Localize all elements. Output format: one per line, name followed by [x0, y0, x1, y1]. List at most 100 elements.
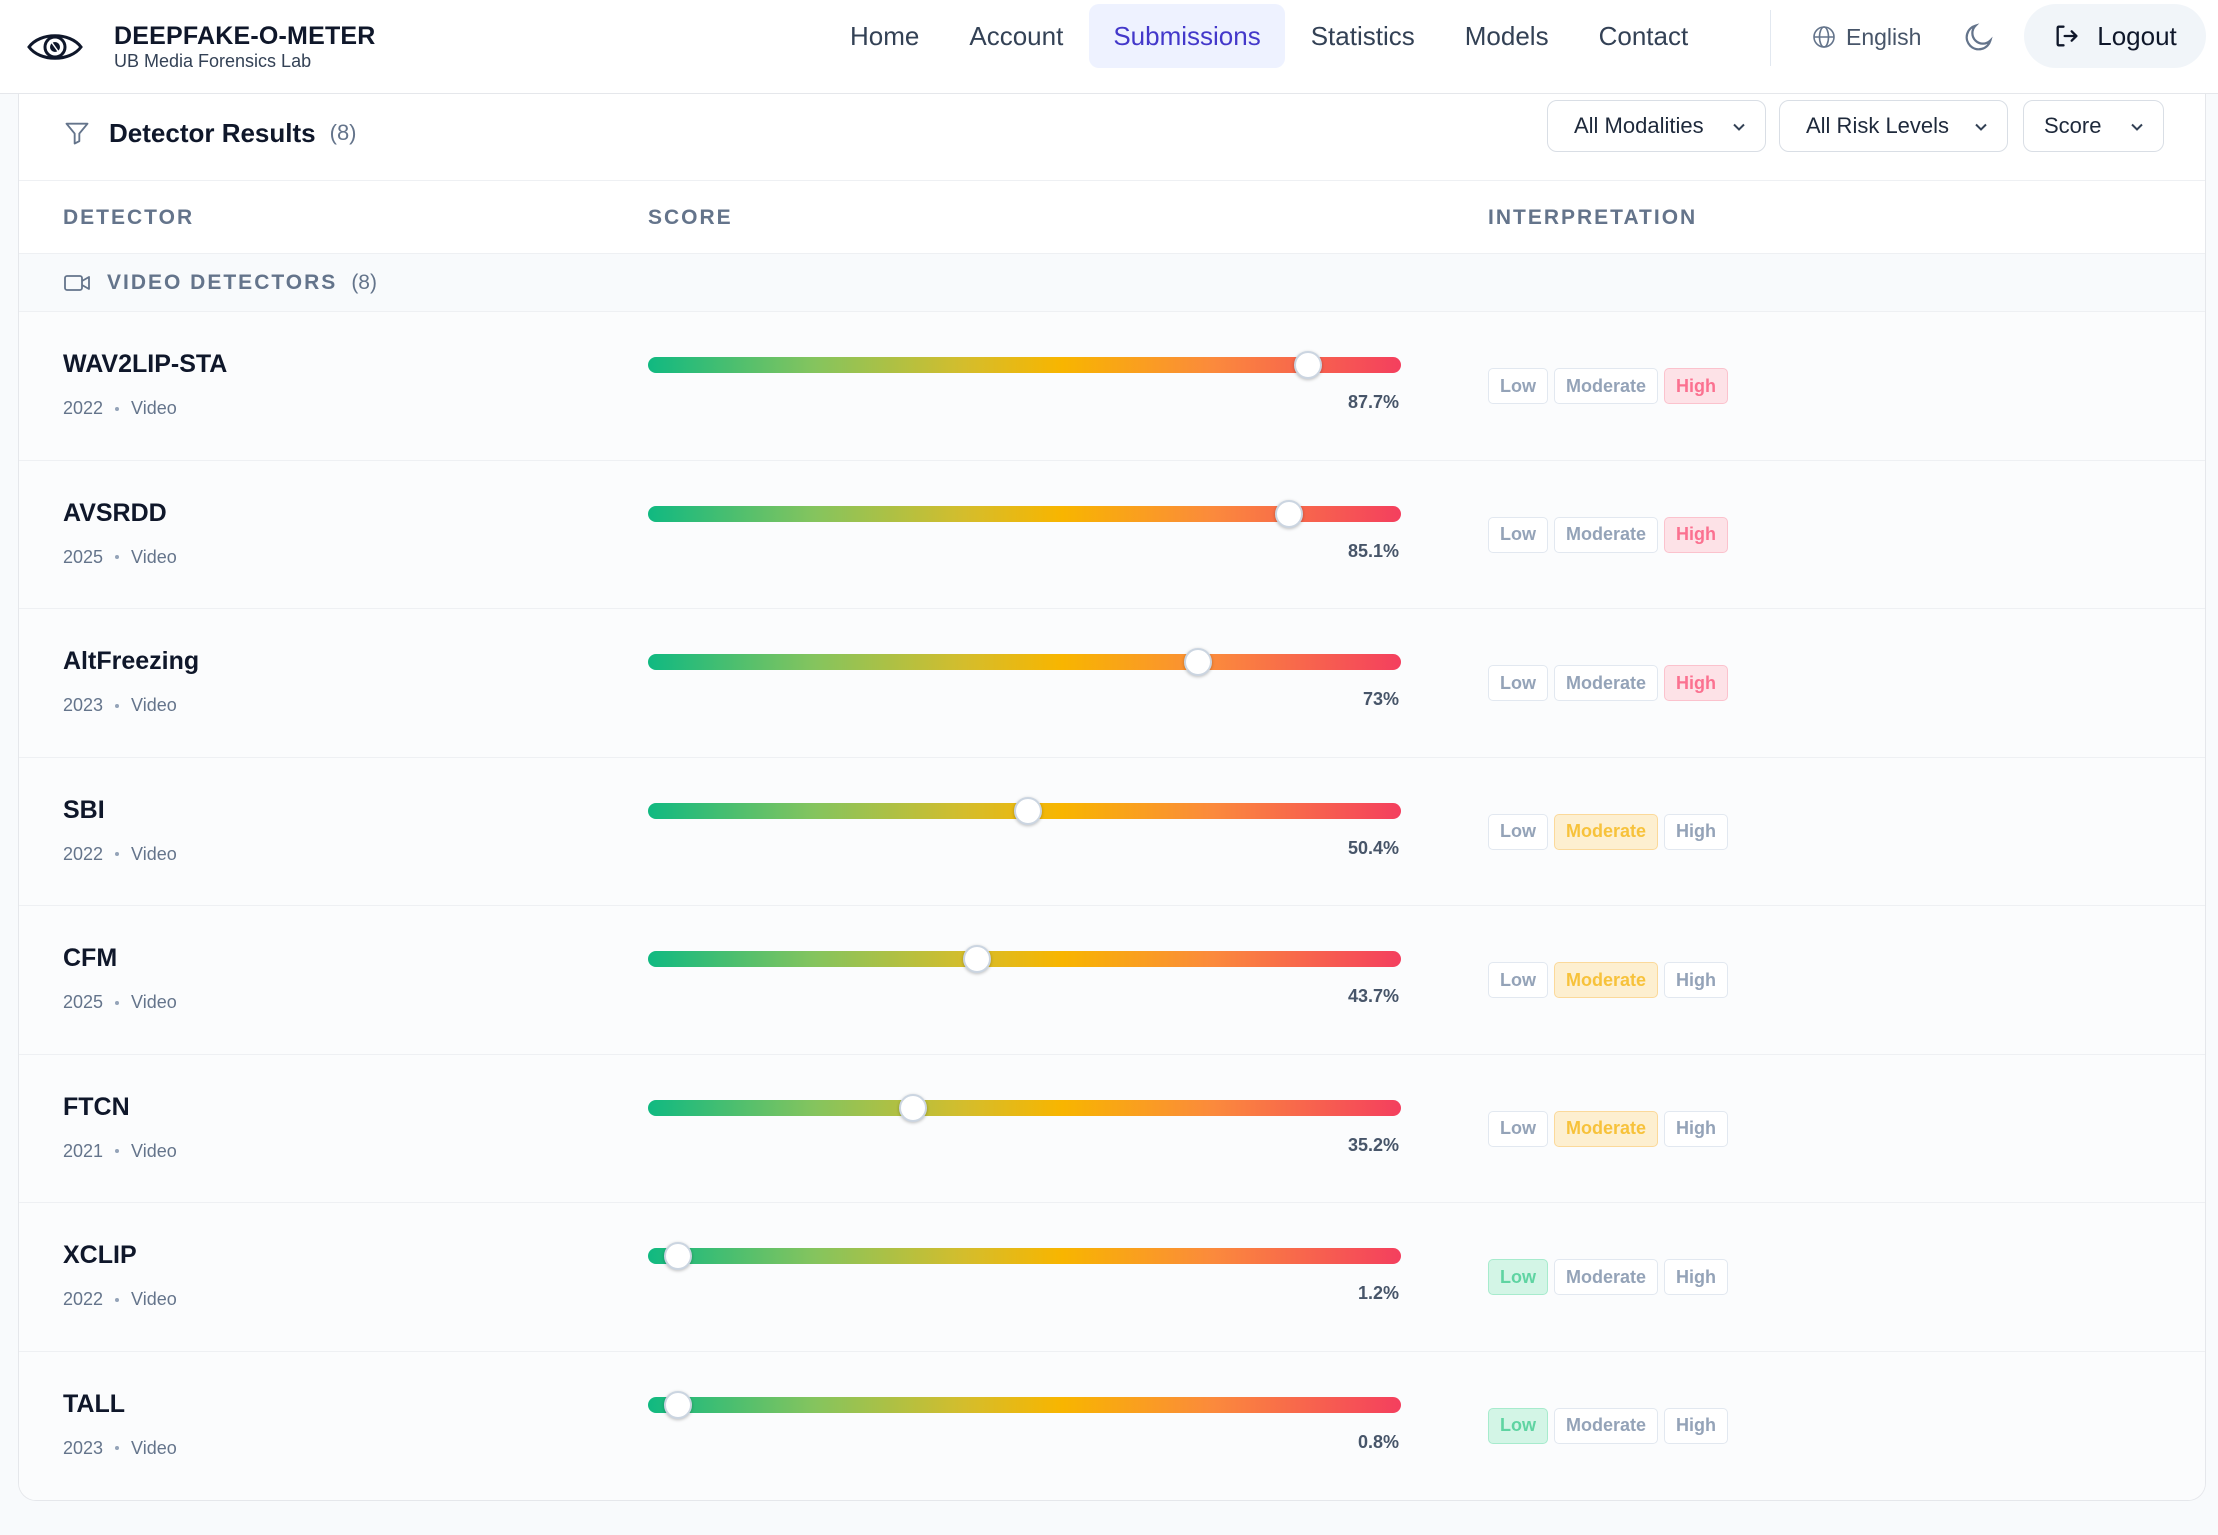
brand[interactable]: DEEPFAKE-O-METER UB Media Forensics Lab	[26, 10, 376, 84]
modality-filter-select[interactable]: All Modalities	[1547, 100, 1766, 152]
chevron-down-icon	[1975, 123, 1987, 131]
detector-name: FTCN	[63, 1092, 130, 1121]
score-gradient-bar	[648, 499, 1401, 528]
detector-year: 2023	[63, 695, 104, 715]
detector-name: TALL	[63, 1389, 126, 1418]
score-percentage: 87.7%	[1347, 392, 1399, 412]
risk-badge-low: Low	[1488, 665, 1548, 701]
risk-badge-low: Low	[1488, 813, 1548, 850]
detector-meta: 2022 Video	[63, 398, 177, 419]
chevron-down-icon	[2131, 123, 2143, 131]
risk-level-filter-select[interactable]: All Risk Levels	[1779, 100, 2008, 152]
detector-name: AVSRDD	[63, 498, 167, 527]
interpretation-badges: Low Moderate High	[1488, 516, 1734, 553]
detector-modality: Video	[131, 546, 177, 567]
score-marker	[664, 1242, 692, 1270]
column-header-interpretation[interactable]: INTERPRETATION	[1488, 205, 1698, 229]
column-header-detector[interactable]: DETECTOR	[63, 205, 195, 229]
separator-dot	[115, 406, 120, 411]
score-gradient-bar	[648, 1093, 1401, 1122]
sort-value: Score	[2044, 113, 2102, 138]
risk-badge-low: Low	[1488, 962, 1548, 998]
group-label-wrap: VIDEO DETECTORS (8)	[63, 254, 377, 312]
table-row[interactable]: AVSRDD 2025 Video 85.1% Low Moderate High	[19, 460, 2205, 609]
table-row[interactable]: WAV2LIP-STA 2022 Video 87.7% Low Moderate High	[19, 312, 2205, 461]
detector-meta: 2021 Video	[63, 1141, 177, 1162]
nav-submissions[interactable]: Submissions	[1089, 4, 1285, 68]
logout-icon	[2056, 25, 2078, 47]
risk-badge-high: High	[1664, 813, 1729, 850]
table-row[interactable]: AltFreezing 2023 Video 73% Low Moderate High	[19, 609, 2205, 758]
detector-year: 2022	[63, 1289, 104, 1309]
risk-badge-moderate: Moderate	[1554, 1110, 1659, 1147]
risk-badge-moderate: Moderate	[1554, 962, 1659, 998]
table-row[interactable]: XCLIP 2022 Video 1.2% Low Moderate High	[19, 1203, 2205, 1352]
risk-badge-low: Low	[1488, 1259, 1548, 1295]
score-percentage: 85.1%	[1347, 540, 1399, 561]
detector-modality: Video	[131, 843, 177, 864]
detector-name: SBI	[63, 795, 105, 824]
score-percentage: 1.2%	[1357, 1283, 1399, 1303]
detector-year: 2022	[63, 398, 104, 418]
video-detectors-group-header[interactable]: VIDEO DETECTORS (8)	[19, 254, 2205, 312]
column-header-score[interactable]: SCORE	[648, 205, 733, 229]
detector-meta: 2022 Video	[63, 1289, 177, 1310]
risk-badge-moderate: Moderate	[1554, 813, 1659, 850]
nav-home[interactable]: Home	[850, 20, 920, 51]
score-gradient-bar	[648, 351, 1401, 379]
nav-models[interactable]: Models	[1464, 20, 1549, 51]
table-row[interactable]: TALL 2023 Video 0.8% Low Moderate High	[19, 1351, 2205, 1500]
chevron-down-icon	[1733, 123, 1745, 131]
risk-badge-high: High	[1664, 368, 1729, 404]
score-gradient-bar	[648, 648, 1401, 676]
nav-account[interactable]: Account	[969, 20, 1064, 51]
risk-badge-high: High	[1664, 1110, 1729, 1147]
score-percentage: 43.7%	[1347, 986, 1399, 1006]
detector-year: 2025	[63, 992, 104, 1012]
results-title: Detector Results	[109, 117, 316, 148]
language-label: English	[1846, 23, 1922, 50]
table-row[interactable]: FTCN 2021 Video 35.2% Low Moderate High	[19, 1054, 2205, 1203]
detector-modality: Video	[131, 695, 177, 715]
moon-icon[interactable]	[1962, 20, 1996, 54]
detector-results-card: Detector Results (8) All Modalities All …	[18, 94, 2206, 1501]
detector-name: XCLIP	[63, 1241, 137, 1269]
separator-dot	[115, 1446, 120, 1450]
risk-badge-moderate: Moderate	[1554, 516, 1659, 553]
modality-filter-value: All Modalities	[1574, 113, 1704, 138]
brand-subtitle: UB Media Forensics Lab	[114, 51, 312, 71]
detector-rows: WAV2LIP-STA 2022 Video 87.7% Low Moderate High…	[19, 312, 2205, 1500]
nav-divider	[1770, 10, 1771, 66]
table-row[interactable]: CFM 2025 Video 43.7% Low Moderate High	[19, 906, 2205, 1055]
score-gradient-bar	[648, 1242, 1401, 1270]
score-marker	[899, 1093, 928, 1122]
detector-meta: 2025 Video	[63, 992, 177, 1013]
risk-badge-moderate: Moderate	[1554, 368, 1659, 404]
nav-contact[interactable]: Contact	[1598, 20, 1689, 51]
risk-badge-low: Low	[1488, 368, 1548, 404]
separator-dot	[115, 1297, 120, 1302]
risk-badge-moderate: Moderate	[1554, 665, 1659, 701]
table-row[interactable]: SBI 2022 Video 50.4% Low Moderate High	[19, 757, 2205, 906]
risk-badge-moderate: Moderate	[1554, 1407, 1659, 1444]
score-marker	[664, 1390, 692, 1419]
risk-badge-high: High	[1664, 1259, 1729, 1295]
detector-modality: Video	[131, 1437, 177, 1458]
risk-badge-high: High	[1664, 1407, 1729, 1444]
sort-select[interactable]: Score	[2023, 100, 2164, 152]
logout-label: Logout	[2097, 20, 2177, 51]
interpretation-badges: Low Moderate High	[1488, 1110, 1734, 1147]
logout-button[interactable]: Logout	[2024, 4, 2206, 68]
detector-name: WAV2LIP-STA	[63, 350, 228, 378]
nav-statistics[interactable]: Statistics	[1310, 20, 1415, 51]
risk-badge-moderate: Moderate	[1554, 1259, 1659, 1295]
score-percentage: 35.2%	[1347, 1134, 1399, 1155]
results-heading: Detector Results (8)	[63, 108, 357, 158]
score-gradient-bar	[648, 1390, 1401, 1419]
detector-year: 2023	[63, 1437, 104, 1458]
language-selector[interactable]: English	[1812, 18, 1921, 56]
separator-dot	[115, 1000, 120, 1005]
interpretation-badges: Low Moderate High	[1488, 1259, 1734, 1295]
separator-dot	[115, 555, 120, 559]
eye-logo-icon	[27, 34, 83, 60]
